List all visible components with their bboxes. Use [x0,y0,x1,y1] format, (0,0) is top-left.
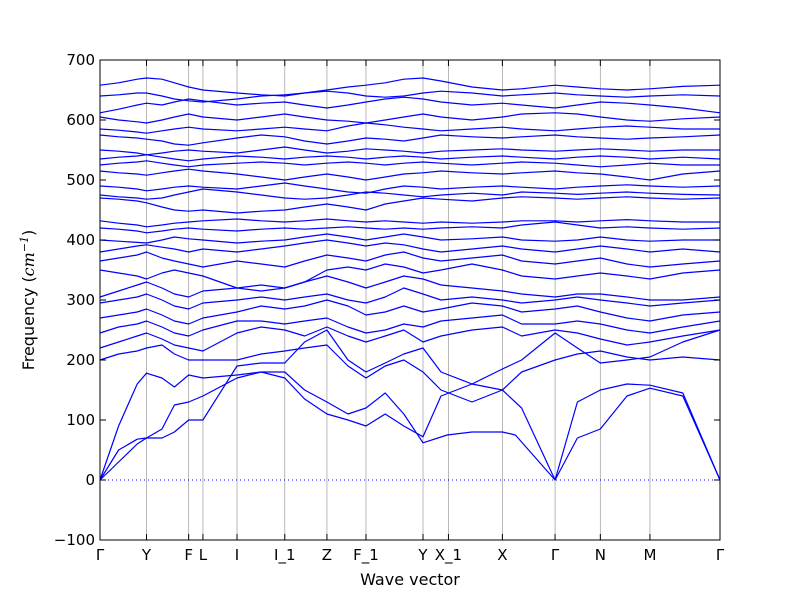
y-axis-label-text: Frequency ( [19,276,38,370]
band-line-17 [99,188,721,200]
band-line-15 [99,218,720,228]
x-tick-label: F [184,546,193,564]
band-line-23 [99,134,721,146]
y-tick-label: 0 [85,471,95,489]
x-axis-ticks: Γ Y F L I I_1 Z F_1 Y X_1 X Γ N M Γ [96,60,725,565]
band-line-5 [99,326,721,352]
y-tick-label: 500 [66,171,95,189]
band-line-16 [99,196,721,214]
band-line-13 [99,233,720,244]
band-line-18 [99,182,721,194]
x-tick-label: Y [141,546,152,564]
x-tick-label: Y [417,546,428,564]
y-tick-label: 200 [66,351,95,369]
band-line-22 [99,146,720,156]
plot-frame [99,59,721,541]
band-line-4 [99,344,721,403]
band-line-7 [99,299,721,325]
y-tick-label: −100 [54,531,95,549]
band-line-2 [99,371,721,481]
band-line-12 [99,239,721,253]
band-line-3 [99,329,721,481]
x-tick-label: Z [322,546,332,564]
band-line-26 [99,96,721,114]
x-tick-label: Γ [551,546,560,564]
x-tick-label: I_1 [274,546,295,565]
y-axis-ticks: −100 0 100 200 300 400 500 600 700 [54,51,720,549]
band-line-24 [99,122,720,134]
band-line-28 [99,77,721,97]
x-tick-label: Γ [716,546,725,564]
band-line-14 [99,221,721,234]
band-line-20 [99,160,720,168]
x-tick-label: N [595,546,606,564]
band-line-8 [99,287,721,310]
x-tick-label: Γ [96,546,105,564]
band-line-10 [99,263,721,292]
band-line-1 [99,371,721,481]
band-line-19 [99,168,721,181]
band-line-11 [99,251,721,268]
band-line-9 [99,275,721,301]
y-tick-label: 300 [66,291,95,309]
y-tick-label: 700 [66,51,95,69]
band-line-6 [99,314,721,337]
y-axis-label-unit: cm [19,252,38,276]
x-tick-label: X_1 [435,546,462,565]
x-axis-label: Wave vector [360,570,460,589]
x-tick-label: M [643,546,656,564]
band-line-27 [99,90,721,103]
y-axis-label-exponent: −1 [18,236,31,252]
x-tick-label: X [497,546,507,564]
y-axis-label-close: ) [19,230,38,236]
band-line-25 [99,112,721,124]
band-line-21 [99,154,721,162]
x-tick-label: F_1 [353,546,379,565]
y-axis-label: Frequency (cm−1) [18,230,38,371]
y-tick-label: 100 [66,411,95,429]
y-tick-label: 400 [66,231,95,249]
kpoint-vertical-lines [146,60,651,540]
y-tick-label: 600 [66,111,95,129]
x-tick-label: I [235,546,239,564]
band-lines [99,77,721,481]
x-tick-label: L [199,546,208,564]
